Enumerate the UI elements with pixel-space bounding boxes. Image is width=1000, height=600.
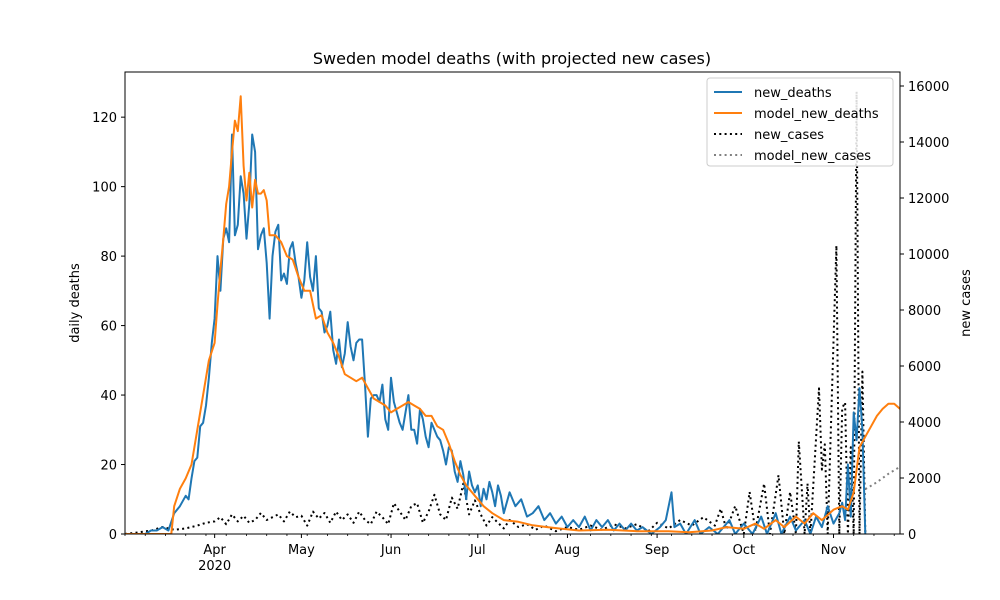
y-right-tick-label: 0: [908, 528, 916, 543]
chart-title: Sweden model deaths (with projected new …: [313, 49, 711, 68]
y-left-tick-label: 60: [100, 320, 117, 335]
y-left-tick-label: 40: [100, 389, 117, 404]
left-axis: 0 20 40 60 80 100 120: [92, 111, 125, 543]
y-right-tick-label: 2000: [908, 472, 941, 487]
series-layer: [125, 90, 900, 534]
x-tick-label: Jun: [380, 543, 401, 558]
series-line-model-new-cases: [864, 465, 900, 491]
x-tick-sublabel: 2020: [198, 559, 231, 574]
y-right-tick-label: 12000: [908, 192, 949, 207]
y-axis-right-label: new cases: [959, 269, 974, 337]
legend: new_deaths model_new_deaths new_casesmodel…: [706, 77, 894, 167]
x-tick-label: Aug: [555, 543, 580, 558]
legend-label: new_cases: [754, 128, 824, 143]
y-left-tick-label: 120: [92, 111, 117, 126]
right-axis: 0 2000 4000 6000 8000 10000 12000 14000 16000: [900, 80, 949, 543]
legend-box: [706, 77, 894, 167]
y-axis-left-label: daily deaths: [68, 263, 83, 343]
legend-label: new_deaths: [754, 86, 832, 101]
y-left-tick-label: 20: [100, 459, 117, 474]
x-tick-label: Oct: [733, 543, 755, 558]
x-tick-label: Sep: [645, 543, 670, 558]
series-line-model-new-deaths: [125, 95, 900, 534]
legend-label: model_new_cases: [754, 149, 871, 164]
series-line-new-deaths: [125, 133, 867, 534]
y-right-tick-label: 14000: [908, 136, 949, 151]
y-right-tick-label: 6000: [908, 360, 941, 375]
y-left-tick-label: 80: [100, 250, 117, 265]
x-tick-label: Jul: [469, 543, 486, 558]
y-left-tick-label: 100: [92, 181, 117, 196]
legend-label: model_new_deaths: [754, 107, 879, 122]
y-right-tick-label: 10000: [908, 248, 949, 263]
x-tick-label: Apr: [203, 543, 226, 558]
x-tick-label: May: [288, 543, 315, 558]
y-left-tick-label: 0: [109, 528, 117, 543]
plot-frame: [124, 71, 901, 535]
series-line-new-cases: [125, 90, 867, 534]
x-tick-label: Nov: [821, 543, 847, 558]
y-right-tick-label: 16000: [908, 80, 949, 95]
y-right-tick-label: 8000: [908, 304, 941, 319]
y-right-tick-label: 4000: [908, 416, 941, 431]
